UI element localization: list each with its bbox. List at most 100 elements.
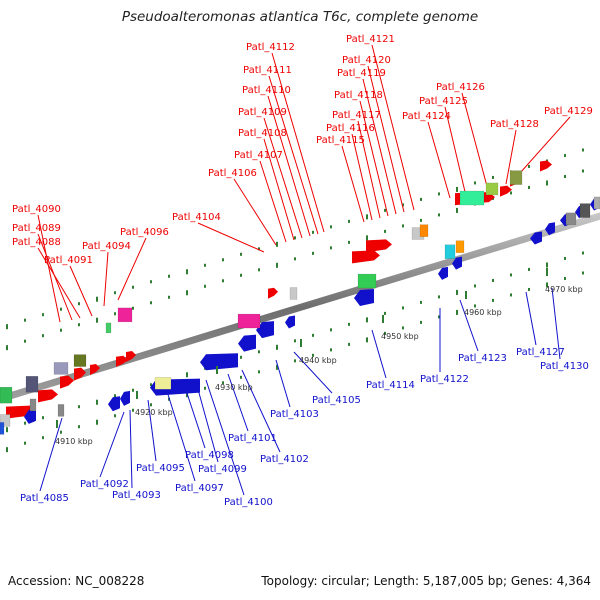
- reverse-gene[interactable]: [438, 266, 448, 280]
- gene-label-forward[interactable]: Patl_4125: [419, 96, 468, 107]
- misc-feature[interactable]: [459, 190, 485, 206]
- reverse-gene[interactable]: [545, 222, 555, 236]
- coordinate-label: 4970 kbp: [545, 285, 583, 294]
- misc-feature[interactable]: [509, 170, 523, 185]
- gene-label-reverse[interactable]: Patl_4100: [224, 497, 273, 508]
- gene-label-forward[interactable]: Patl_4129: [544, 106, 593, 117]
- reverse-gene[interactable]: [530, 231, 542, 245]
- misc-feature[interactable]: [593, 196, 600, 210]
- reverse-gene[interactable]: [120, 390, 130, 406]
- gene-label-forward[interactable]: Patl_4119: [337, 68, 386, 79]
- gene-label-reverse[interactable]: Patl_4103: [270, 409, 319, 420]
- reverse-gene[interactable]: [238, 334, 256, 352]
- gene-label-forward[interactable]: Patl_4108: [238, 128, 287, 139]
- forward-gene[interactable]: [540, 160, 552, 172]
- misc-feature[interactable]: [419, 224, 429, 237]
- forward-gene[interactable]: [74, 367, 86, 381]
- gene-label-forward[interactable]: Patl_4121: [346, 34, 395, 45]
- reverse-gene[interactable]: [24, 408, 36, 424]
- gene-labels: Patl_4090 Patl_4089 Patl_4088 Patl_4091 Patl…: [12, 34, 593, 508]
- gene-label-forward[interactable]: Patl_4115: [316, 135, 365, 146]
- gene-label-forward[interactable]: Patl_4128: [490, 119, 539, 130]
- misc-feature[interactable]: [444, 244, 456, 259]
- gene-label-forward[interactable]: Patl_4109: [238, 107, 287, 118]
- gene-label-reverse[interactable]: Patl_4098: [185, 450, 234, 461]
- gene-label-reverse[interactable]: Patl_4099: [198, 464, 247, 475]
- gene-label-forward[interactable]: Patl_4090: [12, 204, 61, 215]
- misc-feature[interactable]: [579, 203, 591, 218]
- reverse-gene[interactable]: [108, 396, 120, 412]
- gene-label-reverse[interactable]: Patl_4093: [112, 490, 161, 501]
- forward-gene[interactable]: [38, 389, 58, 403]
- misc-feature[interactable]: [105, 322, 112, 334]
- tick-dot: [24, 339, 26, 343]
- forward-gene[interactable]: [116, 355, 128, 367]
- gene-label-forward[interactable]: Patl_4126: [436, 82, 485, 93]
- gene-label-forward[interactable]: Patl_4117: [332, 110, 381, 121]
- gene-label-reverse[interactable]: Patl_4122: [420, 374, 469, 385]
- misc-feature[interactable]: [455, 240, 465, 253]
- gene-label-forward[interactable]: Patl_4089: [12, 223, 61, 234]
- forward-gene[interactable]: [352, 250, 380, 264]
- gene-label-forward[interactable]: Patl_4088: [12, 237, 61, 248]
- gene-label-forward[interactable]: Patl_4116: [326, 123, 375, 134]
- forward-gene[interactable]: [90, 364, 100, 376]
- tick-dot: [60, 307, 62, 311]
- reverse-gene[interactable]: [256, 321, 274, 339]
- gene-label-forward[interactable]: Patl_4120: [342, 55, 391, 66]
- reverse-gene[interactable]: [452, 256, 462, 270]
- gene-label-forward[interactable]: Patl_4107: [234, 150, 283, 161]
- misc-feature[interactable]: [485, 182, 499, 196]
- misc-feature[interactable]: [29, 398, 37, 412]
- forward-gene[interactable]: [60, 375, 74, 389]
- reverse-gene[interactable]: [285, 315, 295, 329]
- tick-dot: [150, 403, 152, 407]
- misc-feature[interactable]: [117, 307, 133, 323]
- misc-feature[interactable]: [565, 212, 577, 226]
- gene-label-forward[interactable]: Patl_4094: [82, 241, 131, 252]
- gene-label-forward[interactable]: Patl_4106: [208, 168, 257, 179]
- forward-gene[interactable]: [366, 239, 392, 253]
- misc-feature[interactable]: [0, 414, 11, 427]
- forward-gene[interactable]: [500, 185, 512, 197]
- misc-feature[interactable]: [57, 404, 65, 417]
- misc-feature[interactable]: [357, 273, 377, 289]
- misc-feature[interactable]: [0, 422, 5, 435]
- gene-label-forward[interactable]: Patl_4096: [120, 227, 169, 238]
- gene-label-reverse[interactable]: Patl_4101: [228, 433, 277, 444]
- gene-label-forward[interactable]: Patl_4112: [246, 42, 295, 53]
- misc-feature[interactable]: [237, 313, 261, 329]
- gene-label-reverse[interactable]: Patl_4127: [516, 347, 565, 358]
- tick-dot: [42, 334, 44, 338]
- reverse-gene[interactable]: [200, 353, 238, 371]
- leader-line: [271, 52, 325, 233]
- forward-gene[interactable]: [268, 287, 278, 299]
- gene-label-reverse[interactable]: Patl_4092: [80, 479, 129, 490]
- misc-feature[interactable]: [0, 386, 13, 404]
- gene-label-forward[interactable]: Patl_4118: [334, 90, 383, 101]
- misc-feature[interactable]: [289, 287, 298, 300]
- tick-dot: [366, 235, 368, 241]
- gene-label-reverse[interactable]: Patl_4105: [312, 395, 361, 406]
- misc-feature[interactable]: [154, 377, 172, 390]
- reverse-gene[interactable]: [354, 288, 374, 306]
- gene-label-reverse[interactable]: Patl_4102: [260, 454, 309, 465]
- misc-feature[interactable]: [53, 362, 69, 375]
- gene-label-forward[interactable]: Patl_4110: [242, 85, 291, 96]
- gene-label-forward[interactable]: Patl_4111: [243, 65, 292, 76]
- gene-label-reverse[interactable]: Patl_4095: [136, 463, 185, 474]
- forward-gene[interactable]: [126, 351, 136, 363]
- gene-label-reverse[interactable]: Patl_4123: [458, 353, 507, 364]
- gene-label-reverse[interactable]: Patl_4114: [366, 380, 415, 391]
- gene-label-reverse[interactable]: Patl_4085: [20, 493, 69, 504]
- gene-label-forward[interactable]: Patl_4124: [402, 111, 451, 122]
- gene-label-forward[interactable]: Patl_4091: [44, 255, 93, 266]
- tick-dot: [312, 251, 314, 255]
- gene-label-forward[interactable]: Patl_4104: [172, 212, 221, 223]
- gene-label-reverse[interactable]: Patl_4130: [540, 361, 589, 372]
- leader-line: [227, 373, 249, 432]
- misc-feature[interactable]: [25, 375, 39, 393]
- misc-feature[interactable]: [73, 354, 87, 367]
- gene-label-reverse[interactable]: Patl_4097: [175, 483, 224, 494]
